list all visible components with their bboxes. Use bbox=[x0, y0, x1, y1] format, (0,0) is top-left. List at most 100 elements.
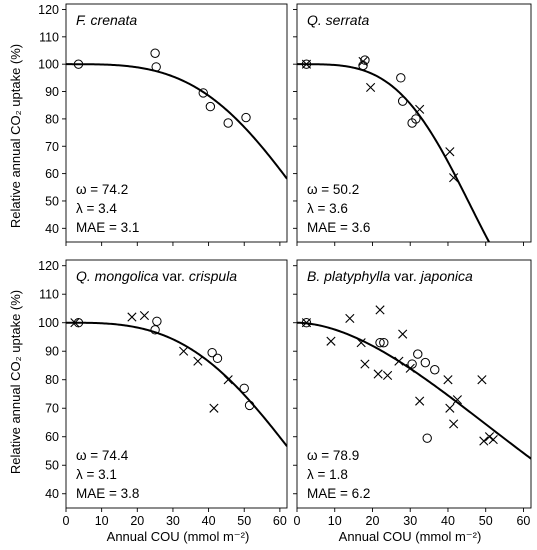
x-tick-label: 50 bbox=[479, 514, 493, 528]
data-point-circle bbox=[396, 73, 406, 83]
plot-frame bbox=[65, 259, 288, 509]
panel-title: Q. serrata bbox=[307, 12, 369, 28]
data-point-cross bbox=[301, 59, 312, 69]
stat-label: λ = 3.1 bbox=[76, 467, 117, 482]
data-point-cross bbox=[127, 312, 137, 322]
data-point-circle bbox=[207, 347, 217, 358]
data-point-cross bbox=[179, 346, 189, 356]
panel-4: 0 10 20 30 40 50 60 B. platyphylla var. japonic… bbox=[293, 259, 532, 528]
data-point-cross bbox=[398, 329, 408, 339]
data-point-circle bbox=[407, 359, 417, 369]
fitted-curve bbox=[66, 321, 287, 447]
data-point-cross bbox=[375, 305, 385, 315]
fitted-curve bbox=[297, 63, 491, 242]
x-tick-label: 60 bbox=[273, 514, 287, 528]
y-tick-label: 80 bbox=[45, 112, 59, 126]
panel-title: B. platyphylla var. japonica bbox=[307, 268, 473, 284]
data-point-cross bbox=[394, 356, 404, 366]
data-point-cross bbox=[452, 395, 462, 405]
data-point-cross bbox=[360, 359, 370, 369]
data-point-cross bbox=[382, 370, 393, 381]
data-point-circle bbox=[73, 59, 84, 69]
data-point-circle bbox=[152, 316, 162, 326]
data-point-cross bbox=[477, 375, 487, 385]
stat-label: ω = 78.9 bbox=[307, 448, 359, 463]
x-tick-label: 10 bbox=[95, 514, 109, 528]
data-point-circle bbox=[244, 400, 255, 411]
y-tick-label: 90 bbox=[45, 345, 59, 359]
stat-label: MAE = 6.2 bbox=[307, 486, 370, 501]
y-tick-label: 50 bbox=[45, 194, 59, 208]
data-point-cross bbox=[223, 375, 233, 385]
stat-label: MAE = 3.6 bbox=[307, 220, 370, 235]
x-tick-label: 20 bbox=[130, 514, 144, 528]
panel-2: Q. serrata ω = 50.2 λ = 3.6 MAE = 3.6 bbox=[293, 3, 532, 246]
y-tick-label: 60 bbox=[45, 167, 59, 181]
y-tick-label: 90 bbox=[45, 85, 59, 99]
y-tick-label: 50 bbox=[45, 459, 59, 473]
stat-label: λ = 3.6 bbox=[307, 201, 348, 216]
data-point-cross bbox=[488, 434, 498, 445]
y-tick-label: 120 bbox=[38, 3, 59, 17]
x-tick-label: 50 bbox=[237, 514, 251, 528]
y-tick-label: 100 bbox=[38, 58, 59, 72]
stat-label: λ = 1.8 bbox=[307, 467, 348, 482]
x-tick-label: 60 bbox=[516, 514, 530, 528]
data-point-cross bbox=[449, 419, 459, 429]
x-tick-label: 40 bbox=[441, 514, 455, 528]
data-point-circle bbox=[420, 357, 431, 368]
data-point-circle bbox=[241, 112, 251, 123]
data-point-cross bbox=[209, 403, 219, 413]
y-tick-label: 100 bbox=[38, 316, 59, 330]
data-point-cross bbox=[326, 336, 336, 346]
data-point-circle bbox=[151, 62, 161, 72]
y-tick-label: 110 bbox=[39, 30, 59, 44]
data-point-cross bbox=[443, 375, 453, 385]
stat-label: MAE = 3.8 bbox=[76, 486, 139, 501]
data-point-circle bbox=[413, 349, 423, 359]
panel-title: F. crenata bbox=[76, 12, 137, 28]
y-tick-label: 70 bbox=[45, 402, 59, 416]
data-point-cross bbox=[366, 82, 376, 93]
data-point-cross bbox=[479, 436, 489, 446]
x-tick-label: 30 bbox=[403, 514, 417, 528]
y-tick-label: 110 bbox=[39, 288, 59, 302]
x-axis-label-left: Annual COU (mmol m⁻²) bbox=[107, 529, 250, 544]
y-tick-label: 70 bbox=[45, 140, 59, 154]
panel-1: 40 50 60 70 80 90 100 110 120 F. crenata ω = 74.2 λ… bbox=[38, 3, 288, 246]
data-point-cross bbox=[139, 310, 150, 321]
x-tick-label: 30 bbox=[166, 514, 180, 528]
data-point-cross bbox=[445, 147, 455, 157]
data-point-cross bbox=[356, 338, 366, 348]
fitted-curve bbox=[297, 321, 531, 460]
x-tick-label: 20 bbox=[366, 514, 380, 528]
data-point-circle bbox=[422, 433, 432, 443]
stat-label: λ = 3.4 bbox=[76, 201, 117, 216]
data-point-cross bbox=[345, 313, 355, 324]
plot-frame bbox=[65, 3, 288, 243]
y-axis-label-top: Relative annual CO₂ uptake (%) bbox=[8, 44, 23, 228]
fitted-curve bbox=[66, 63, 287, 180]
y-tick-label: 80 bbox=[45, 373, 59, 387]
data-point-cross bbox=[193, 356, 203, 366]
data-point-circle bbox=[375, 337, 385, 348]
data-point-cross bbox=[405, 363, 415, 373]
stat-label: MAE = 3.1 bbox=[76, 220, 139, 235]
data-point-circle bbox=[150, 325, 160, 335]
x-tick-label: 0 bbox=[294, 514, 301, 528]
data-point-circle bbox=[198, 88, 208, 98]
y-tick-label: 40 bbox=[45, 487, 59, 501]
x-tick-label: 10 bbox=[328, 514, 342, 528]
data-point-cross bbox=[70, 318, 80, 328]
data-point-cross bbox=[449, 173, 459, 183]
y-tick-label: 40 bbox=[45, 222, 59, 236]
y-tick-label: 120 bbox=[38, 259, 59, 273]
x-tick-label: 0 bbox=[63, 514, 70, 528]
y-tick-label: 60 bbox=[45, 430, 59, 444]
data-point-cross bbox=[445, 403, 455, 413]
data-point-cross bbox=[484, 432, 495, 442]
plot-frame bbox=[296, 259, 532, 509]
data-point-circle bbox=[379, 337, 389, 348]
data-point-circle bbox=[430, 365, 440, 375]
